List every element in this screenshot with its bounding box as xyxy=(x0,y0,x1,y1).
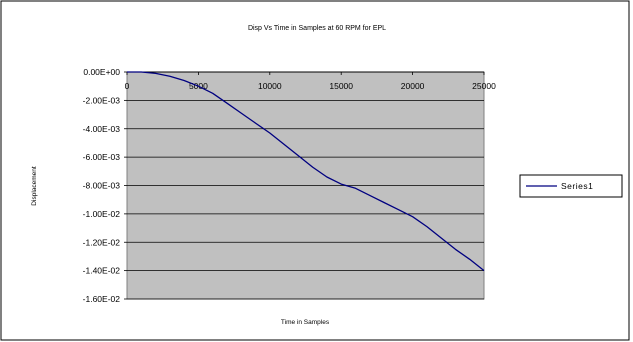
y-tick-label-0: 0.00E+00 xyxy=(83,67,120,77)
x-axis-label: Time in Samples xyxy=(281,319,330,326)
grid-lines xyxy=(124,71,485,300)
y-tick-label-1: -2.00E-03 xyxy=(83,95,121,105)
y-tick-label-6: -1.20E-02 xyxy=(83,237,121,247)
x-tick-label-5: 25000 xyxy=(472,81,496,91)
x-tick-label-3: 15000 xyxy=(329,81,353,91)
x-tick-label-4: 20000 xyxy=(401,81,425,91)
series-layer xyxy=(127,71,485,272)
y-axis-label: Displacement xyxy=(31,166,38,206)
legend-box xyxy=(519,174,623,198)
legend: Series1 xyxy=(519,174,623,198)
y-tick-label-5: -1.00E-02 xyxy=(83,209,121,219)
y-tick-label-3: -6.00E-03 xyxy=(83,152,121,162)
chart-title: Disp Vs Time in Samples at 60 RPM for EP… xyxy=(248,25,386,32)
y-tick-label-7: -1.40E-02 xyxy=(83,266,121,276)
y-tick-label-2: -4.00E-03 xyxy=(83,124,121,134)
x-tick-label-2: 10000 xyxy=(258,81,282,91)
y-tick-label-4: -8.00E-03 xyxy=(83,181,121,191)
series-line-0 xyxy=(127,71,485,272)
x-tick-label-0: 0 xyxy=(125,81,130,91)
y-axis-tick-labels: 0.00E+00 -2.00E-03 -4.00E-03 -6.00E-03 -8.00… xyxy=(83,67,121,304)
y-tick-label-8: -1.60E-02 xyxy=(83,294,121,304)
legend-series1-label: Series1 xyxy=(561,181,593,191)
